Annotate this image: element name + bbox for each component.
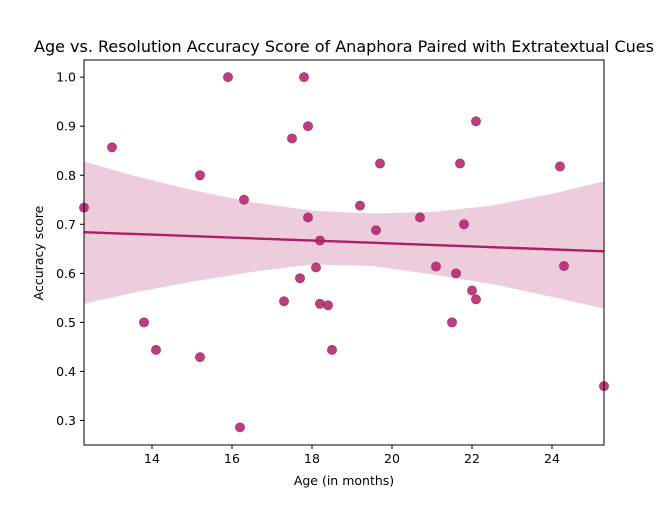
x-tick-label: 22 — [464, 451, 480, 466]
data-points-layer — [79, 72, 609, 433]
data-point — [447, 317, 457, 328]
data-point — [151, 344, 161, 355]
data-point — [471, 116, 481, 127]
y-tick-label: 0.9 — [56, 119, 76, 134]
x-tick-label: 16 — [224, 451, 240, 466]
x-tick-label: 24 — [544, 451, 560, 466]
confidence-band — [84, 161, 604, 309]
data-point — [299, 72, 309, 83]
data-point — [415, 212, 425, 223]
confidence-band-layer — [84, 161, 604, 309]
data-point — [323, 300, 333, 311]
data-point — [287, 133, 297, 144]
data-point — [303, 121, 313, 132]
regression-line — [83, 230, 605, 253]
data-point — [315, 235, 325, 246]
y-tick-label: 0.3 — [56, 413, 76, 428]
y-tick-label: 0.5 — [56, 315, 76, 330]
chart-title: Age vs. Resolution Accuracy Score of Ana… — [34, 37, 654, 56]
data-point — [459, 219, 469, 230]
data-point — [239, 194, 249, 205]
data-point — [295, 273, 305, 284]
y-axis-label: Accuracy score — [31, 205, 46, 300]
data-point — [431, 261, 441, 272]
x-tick-label: 18 — [304, 451, 320, 466]
axes-layer: 14 16 18 20 22 24 0.3 0.4 0.5 0.6 0.7 0.8 0.9 1.0 — [56, 59, 605, 466]
data-point — [195, 170, 205, 181]
data-point — [195, 352, 205, 363]
data-point — [315, 298, 325, 309]
data-point — [303, 212, 313, 223]
regression-line-layer — [83, 230, 605, 253]
x-tick-label: 14 — [144, 451, 160, 466]
data-point — [107, 142, 117, 153]
data-point — [375, 158, 385, 169]
data-point — [371, 225, 381, 236]
x-axis-label: Age (in months) — [294, 473, 394, 488]
data-point — [235, 422, 245, 433]
y-tick-label: 0.7 — [56, 217, 76, 232]
data-point — [355, 200, 365, 211]
data-point — [467, 285, 477, 296]
data-point — [139, 317, 149, 328]
data-point — [559, 261, 569, 271]
y-tick-label: 1.0 — [56, 70, 76, 85]
y-tick-label: 0.4 — [56, 364, 76, 379]
data-point — [455, 158, 465, 169]
data-point — [471, 294, 481, 305]
y-tick-label: 0.8 — [56, 168, 76, 183]
data-point — [451, 268, 461, 279]
data-point — [311, 262, 321, 273]
plot-frame — [83, 59, 605, 446]
data-point — [327, 344, 337, 355]
data-point — [555, 161, 565, 172]
x-tick-label: 20 — [384, 451, 400, 466]
y-tick-label: 0.6 — [56, 266, 76, 281]
data-point — [279, 296, 289, 307]
data-point — [223, 72, 233, 83]
